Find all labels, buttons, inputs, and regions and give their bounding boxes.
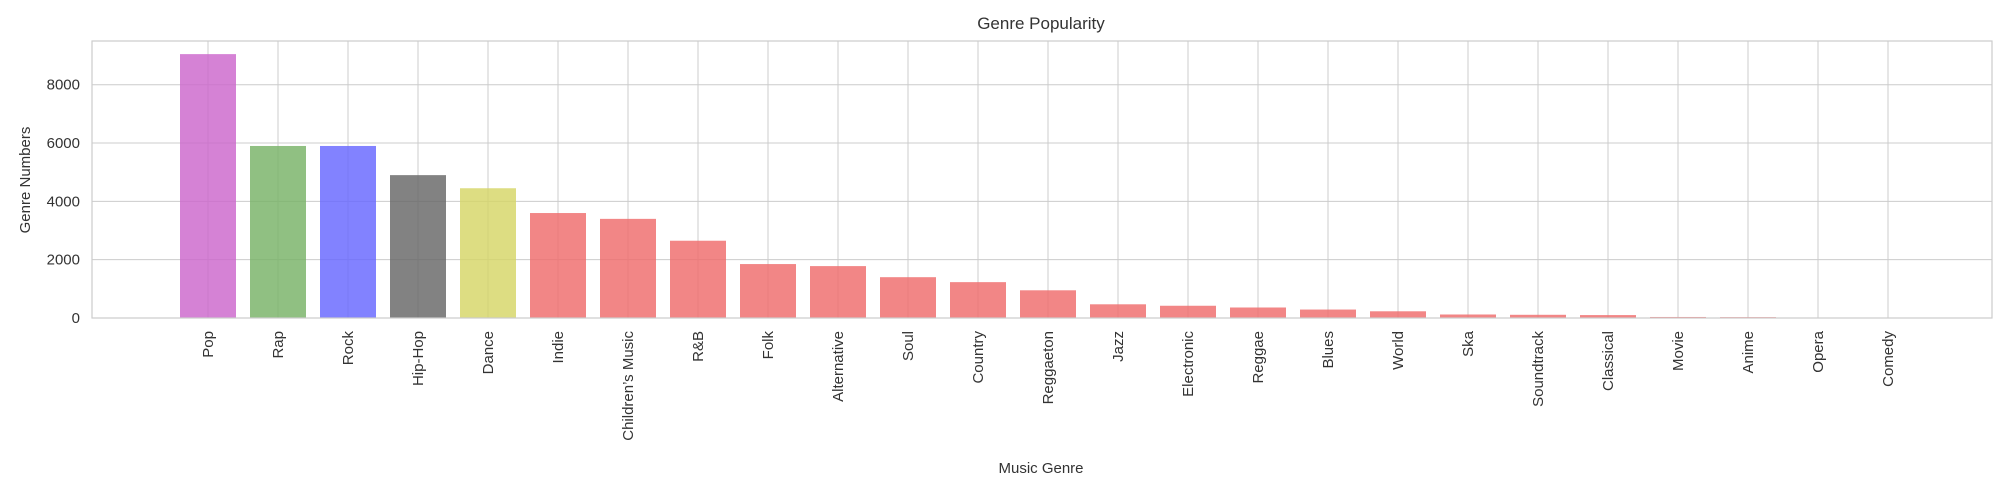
bars bbox=[180, 54, 1916, 319]
bar-folk bbox=[740, 264, 796, 318]
x-tick-label: Ska bbox=[1460, 330, 1477, 357]
x-tick-label: Pop bbox=[200, 331, 217, 358]
bar-hip-hop bbox=[390, 175, 446, 318]
x-tick-label: Comedy bbox=[1880, 331, 1897, 387]
x-tick-label: Country bbox=[970, 331, 987, 384]
bar-classical bbox=[1580, 315, 1636, 318]
x-tick-label: Anime bbox=[1740, 331, 1757, 374]
x-tick-label: Opera bbox=[1810, 330, 1827, 372]
grid-lines bbox=[92, 41, 1992, 319]
y-tick-label: 6000 bbox=[47, 135, 80, 152]
y-tick-labels: 0 2000 4000 6000 8000 bbox=[47, 77, 80, 327]
bar-indie bbox=[530, 213, 586, 318]
x-tick-label: Reggae bbox=[1250, 331, 1267, 384]
y-tick-label: 0 bbox=[72, 310, 80, 327]
x-tick-label: Hip-Hop bbox=[410, 331, 427, 386]
bar-world bbox=[1370, 311, 1426, 318]
bar-reggae bbox=[1230, 307, 1286, 318]
bar-country bbox=[950, 282, 1006, 318]
bar-r-b bbox=[670, 240, 726, 318]
x-tick-label: Dance bbox=[480, 331, 497, 374]
bar-dance bbox=[460, 188, 516, 318]
bar-electronic bbox=[1160, 305, 1216, 318]
bar-reggaeton bbox=[1020, 290, 1076, 318]
x-tick-label: Jazz bbox=[1110, 331, 1127, 362]
x-tick-label: Classical bbox=[1600, 331, 1617, 391]
x-tick-label: Movie bbox=[1670, 331, 1687, 371]
bar-jazz bbox=[1090, 304, 1146, 318]
x-axis-label: Music Genre bbox=[998, 460, 1083, 477]
x-tick-label: R&B bbox=[690, 331, 707, 362]
bar-soundtrack bbox=[1510, 314, 1566, 318]
bar-blues bbox=[1300, 309, 1356, 318]
x-tick-label: Rock bbox=[340, 331, 357, 366]
y-tick-label: 8000 bbox=[47, 77, 80, 94]
plot-frame bbox=[91, 40, 1993, 319]
x-tick-label: Indie bbox=[550, 331, 567, 364]
x-tick-label: Soul bbox=[900, 331, 917, 361]
y-tick-label: 4000 bbox=[47, 193, 80, 210]
bar-pop bbox=[180, 54, 236, 318]
x-tick-label: Blues bbox=[1320, 331, 1337, 369]
y-axis-label: Genre Numbers bbox=[17, 127, 34, 234]
x-tick-label: Folk bbox=[760, 331, 777, 360]
bar-rap bbox=[250, 145, 306, 318]
y-tick-label: 2000 bbox=[47, 252, 80, 269]
bar-rock bbox=[320, 145, 376, 318]
bar-soul bbox=[880, 277, 936, 318]
x-tick-label: Reggaeton bbox=[1040, 331, 1057, 404]
bar-ska bbox=[1440, 314, 1496, 318]
x-tick-label: Soundtrack bbox=[1530, 331, 1547, 407]
bar-children-s-music bbox=[600, 218, 656, 318]
chart-title: Genre Popularity bbox=[977, 14, 1105, 33]
x-tick-label: Electronic bbox=[1180, 331, 1197, 397]
x-tick-label: Rap bbox=[270, 331, 287, 359]
x-tick-label: Alternative bbox=[830, 331, 847, 402]
x-tick-label: World bbox=[1390, 331, 1407, 370]
bar-alternative bbox=[810, 266, 866, 318]
x-tick-labels: Pop Rap Rock Hip-Hop Dance Indie Children’s Mu… bbox=[200, 330, 1897, 440]
x-tick-label: Children’s Music bbox=[620, 331, 637, 441]
